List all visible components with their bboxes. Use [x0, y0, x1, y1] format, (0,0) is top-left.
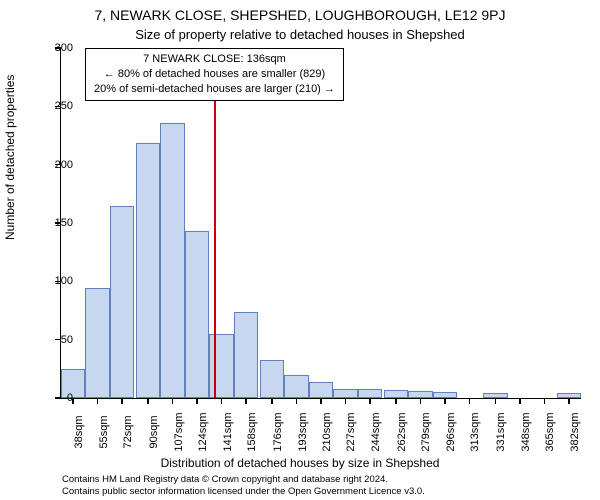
x-tick [296, 398, 298, 404]
x-tick [271, 398, 273, 404]
y-tick-label: 100 [55, 275, 73, 287]
x-tick-label: 279sqm [420, 412, 432, 451]
x-tick-label: 227sqm [345, 412, 357, 451]
x-tick-label: 141sqm [222, 412, 234, 451]
x-tick-label: 72sqm [122, 415, 134, 448]
x-tick [469, 398, 471, 404]
x-tick-label: 382sqm [569, 412, 581, 451]
x-tick [395, 398, 397, 404]
histogram-bar [160, 123, 184, 398]
y-axis-label: Number of detached properties [3, 75, 17, 240]
x-tick [320, 398, 322, 404]
histogram-bar [85, 288, 109, 398]
chart-container: 7, NEWARK CLOSE, SHEPSHED, LOUGHBOROUGH,… [0, 0, 600, 500]
histogram-bar [136, 143, 160, 399]
x-tick-label: 193sqm [297, 412, 309, 451]
histogram-bar [384, 390, 408, 398]
x-tick [147, 398, 149, 404]
x-tick [196, 398, 198, 404]
y-tick-label: 150 [55, 217, 73, 229]
chart-subtitle: Size of property relative to detached ho… [0, 27, 600, 42]
histogram-bar [260, 360, 284, 399]
x-tick-label: 348sqm [520, 412, 532, 451]
y-tick-label: 250 [55, 100, 73, 112]
x-tick-label: 176sqm [272, 412, 284, 451]
x-tick-label: 313sqm [469, 412, 481, 451]
x-tick-label: 331sqm [495, 412, 507, 451]
x-tick-label: 38sqm [73, 415, 85, 448]
x-tick [172, 398, 174, 404]
annotation-line-2: ← 80% of detached houses are smaller (82… [94, 67, 335, 82]
x-tick-label: 262sqm [396, 412, 408, 451]
histogram-bar [284, 375, 308, 398]
x-tick [420, 398, 422, 404]
x-tick-label: 296sqm [445, 412, 457, 451]
chart-title: 7, NEWARK CLOSE, SHEPSHED, LOUGHBOROUGH,… [0, 7, 600, 23]
footer-credits: Contains HM Land Registry data © Crown c… [62, 474, 425, 498]
histogram-bar [61, 369, 85, 398]
histogram-bar [234, 312, 258, 398]
x-tick [245, 398, 247, 404]
histogram-bar [309, 382, 333, 398]
plot-area: 38sqm55sqm72sqm90sqm107sqm124sqm141sqm15… [60, 48, 581, 399]
x-tick [544, 398, 546, 404]
x-tick-label: 244sqm [370, 412, 382, 451]
annotation-line-1: 7 NEWARK CLOSE: 136sqm [94, 52, 335, 67]
y-tick-label: 300 [55, 42, 73, 54]
x-tick [568, 398, 570, 404]
x-tick [345, 398, 347, 404]
x-tick-label: 107sqm [173, 412, 185, 451]
x-tick-label: 90sqm [148, 415, 160, 448]
histogram-bar [358, 389, 382, 398]
x-tick [444, 398, 446, 404]
x-tick-label: 55sqm [98, 415, 110, 448]
annotation-line-3: 20% of semi-detached houses are larger (… [94, 82, 335, 97]
histogram-bar [408, 391, 432, 398]
histogram-bar [185, 231, 209, 398]
x-axis-label: Distribution of detached houses by size … [0, 456, 600, 470]
histogram-bar [333, 389, 357, 398]
histogram-bar [110, 206, 134, 399]
x-tick-label: 158sqm [246, 412, 258, 451]
y-tick-label: 0 [67, 392, 73, 404]
x-tick [369, 398, 371, 404]
x-tick [519, 398, 521, 404]
x-tick-label: 210sqm [321, 412, 333, 451]
footer-line-2: Contains public sector information licen… [62, 486, 425, 498]
histogram-bar [209, 334, 233, 398]
annotation-box: 7 NEWARK CLOSE: 136sqm ← 80% of detached… [85, 48, 344, 101]
x-tick [97, 398, 99, 404]
x-tick-label: 365sqm [544, 412, 556, 451]
x-tick-label: 124sqm [197, 412, 209, 451]
x-tick [495, 398, 497, 404]
y-tick-label: 50 [61, 334, 73, 346]
x-tick [221, 398, 223, 404]
x-tick [121, 398, 123, 404]
y-tick-label: 200 [55, 159, 73, 171]
footer-line-1: Contains HM Land Registry data © Crown c… [62, 474, 425, 486]
